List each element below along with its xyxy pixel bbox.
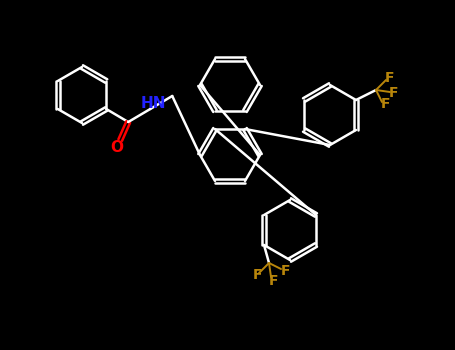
Text: F: F [252,268,262,282]
Text: F: F [389,86,399,100]
Text: F: F [385,71,395,85]
Text: F: F [280,264,290,278]
Text: F: F [268,274,278,288]
Text: O: O [111,140,124,155]
Text: F: F [381,97,391,111]
Text: HN: HN [141,97,166,112]
